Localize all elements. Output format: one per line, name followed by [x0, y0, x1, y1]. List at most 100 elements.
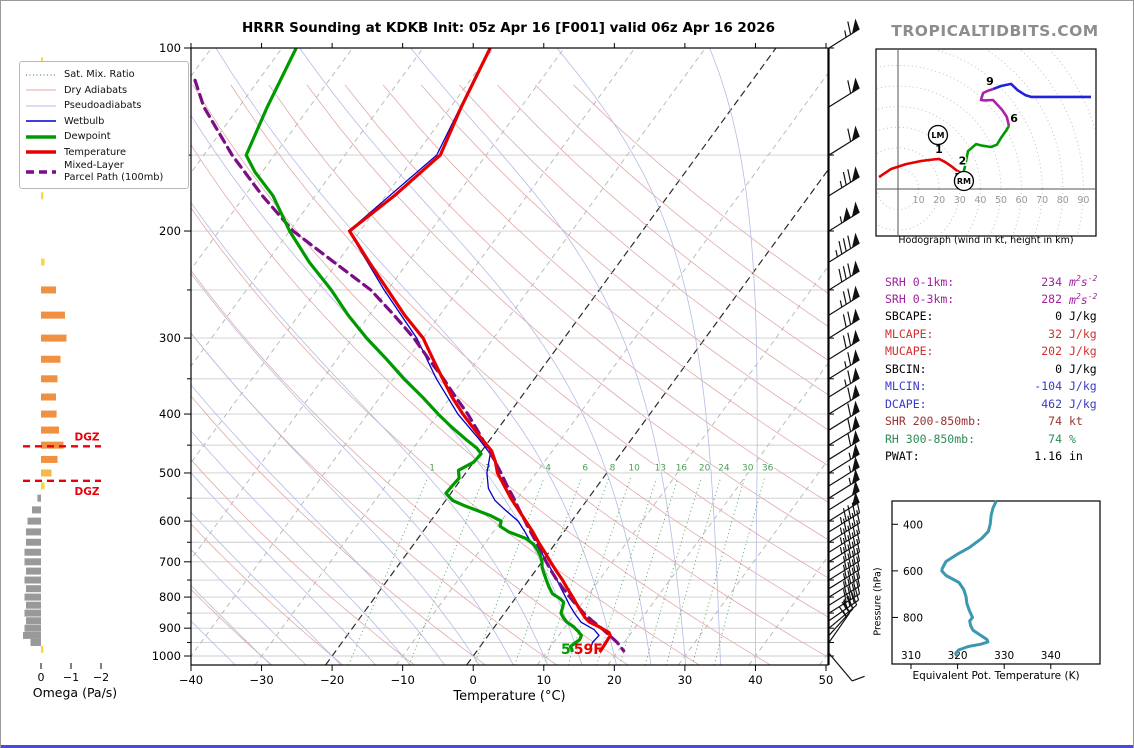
pseudoadiabat-line — [191, 584, 272, 665]
mix-ratio-label: 13 — [655, 464, 666, 474]
omega-bar — [41, 426, 59, 434]
wind-barb — [828, 384, 860, 415]
stat-unit: J/kg — [1069, 344, 1097, 358]
dry-adiabat-line — [191, 459, 415, 665]
stat-value: 74 — [1048, 414, 1062, 428]
parcel-legend-sample-icon — [26, 169, 56, 174]
legend-item: Dry Adiabats — [26, 83, 181, 99]
isotherm-line — [395, 72, 828, 665]
omega-bar — [41, 258, 45, 266]
barb-full — [847, 432, 852, 447]
mix-ratio-line — [543, 478, 610, 665]
barb-half — [839, 180, 843, 188]
temperature-curve — [347, 48, 612, 653]
wind-barb — [828, 400, 860, 431]
dry-adiabat-line — [458, 84, 828, 396]
barb-full — [847, 562, 852, 576]
omega-bar — [26, 585, 41, 593]
hodograph-segment — [979, 87, 1011, 127]
stat-value: -104 — [1034, 379, 1062, 393]
barb-full — [851, 502, 856, 516]
omega-bar — [41, 375, 58, 383]
pseudoadiabat-line — [191, 472, 376, 665]
wind-barb — [828, 601, 851, 643]
wind-barb — [828, 285, 860, 316]
stat-value: 282 — [1041, 292, 1062, 307]
barb-full — [842, 547, 847, 561]
dgz-label: DGZ — [75, 431, 100, 443]
stat-row: SBCAPE: 0 J/kg — [885, 309, 1121, 327]
barb-full — [842, 507, 847, 522]
barb-full — [847, 235, 852, 249]
barb-full — [847, 311, 852, 325]
omega-bar — [26, 567, 41, 575]
stat-unit: in — [1069, 449, 1083, 463]
hodograph-ring-label: 50 — [995, 195, 1007, 206]
barb-full — [847, 418, 852, 432]
storm-motion-label: LM — [931, 131, 944, 140]
barb-full — [842, 573, 847, 587]
indices-table: SRH 0-1km: 234 m2s-2 SRH 0-3km: 282 m2s-2 SBCA… — [885, 274, 1121, 467]
pressure-tick-label: 300 — [159, 331, 181, 345]
barb-full — [851, 512, 856, 527]
stat-row: MLCAPE: 32 J/kg — [885, 327, 1121, 345]
barb-full — [847, 169, 852, 183]
barb-pennant — [851, 285, 860, 301]
barb-pennant — [851, 415, 860, 431]
hodograph-height-marker: 1 — [935, 143, 943, 156]
barb-full — [856, 510, 861, 524]
dry-legend-sample-icon — [26, 89, 56, 91]
omega-bar — [41, 410, 57, 418]
hodograph-ring-label: 60 — [1016, 195, 1028, 206]
omega-bar — [24, 576, 41, 584]
wind-barb — [828, 201, 860, 232]
barb-full — [838, 606, 848, 618]
barb-pennant — [851, 232, 860, 248]
surface-dewpoint-label: 5 — [561, 642, 571, 658]
wind-barb — [828, 367, 860, 398]
omega-tick-label: −1 — [63, 671, 79, 684]
omega-bar — [41, 311, 65, 319]
watermark: TROPICALTIDBITS.COM — [891, 22, 1099, 40]
mix-ratio-label: 6 — [582, 464, 588, 474]
mixratio-legend-sample-icon — [26, 74, 56, 76]
omega-bar — [26, 601, 41, 609]
barb-half — [839, 546, 843, 554]
wind-barb — [828, 443, 860, 474]
stat-value: 0 — [1055, 309, 1062, 323]
temperature-tick-label: 50 — [819, 673, 834, 687]
isotherm-line — [191, 48, 636, 657]
barb-full — [842, 528, 847, 542]
barb-full — [847, 288, 852, 302]
thetae-pressure-tick-label: 800 — [903, 612, 923, 624]
stat-unit: J/kg — [1069, 309, 1097, 323]
barb-full — [851, 567, 856, 581]
barb-full — [851, 675, 865, 682]
dry-adiabat-line — [191, 588, 273, 665]
dry-adiabat-line — [382, 84, 828, 466]
legend-item: Dewpoint — [26, 129, 181, 145]
legend-item: Wetbulb — [26, 114, 181, 130]
legend-item: Pseudoadiabats — [26, 98, 181, 114]
omega-bar — [32, 506, 41, 514]
thetae-axis-title: Equivalent Pot. Temperature (K) — [912, 670, 1080, 682]
barb-full — [847, 332, 852, 346]
omega-bar — [26, 617, 41, 625]
dry-adiabat-line — [496, 84, 828, 361]
barb-staff — [828, 604, 857, 629]
mix-ratio-line — [691, 478, 746, 665]
omega-bar — [24, 593, 41, 601]
temperature-tick-label: 30 — [678, 673, 693, 687]
omega-bar — [24, 609, 41, 617]
barb-pennant — [851, 443, 860, 459]
barb-half — [844, 30, 847, 38]
hodograph-segment — [961, 125, 1011, 175]
dry-adiabat-line — [191, 395, 486, 665]
barb-pennant — [851, 201, 860, 217]
dewpoint-curve — [244, 48, 583, 653]
barb-full — [842, 556, 847, 570]
barb-full — [842, 581, 847, 595]
mix-ratio-label: 10 — [628, 464, 640, 474]
barb-full — [856, 520, 861, 534]
wind-barb — [828, 480, 860, 511]
